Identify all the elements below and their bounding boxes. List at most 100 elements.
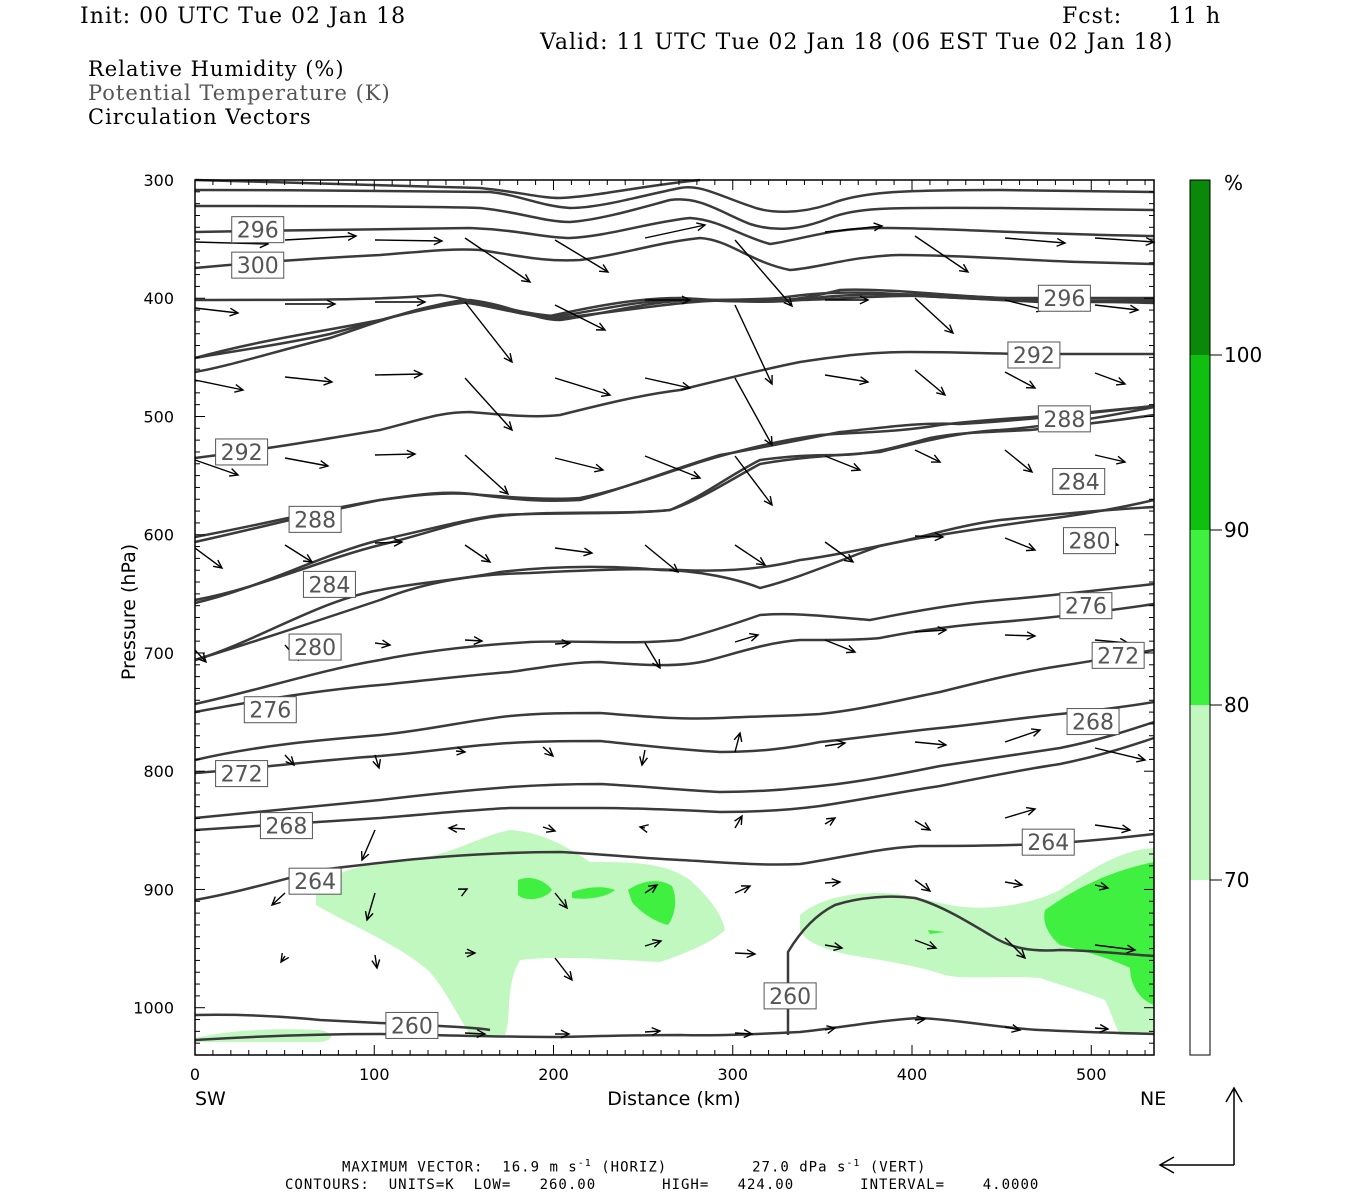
circulation-vector: [1004, 237, 1067, 247]
circulation-vector: [914, 820, 932, 831]
circulation-vector: [464, 301, 513, 364]
theta-label-box: 280: [288, 633, 342, 661]
theta-label-box: 292: [1007, 341, 1061, 369]
theta-label-box: 292: [215, 438, 269, 466]
circulation-vector: [914, 369, 947, 397]
circulation-vector: [644, 1026, 662, 1037]
horiz-tag: (HORIZ): [601, 1159, 668, 1176]
theta-label-text: 276: [1065, 595, 1107, 620]
colorbar-label-70: 70: [1224, 868, 1249, 892]
colorbar-label-90: 90: [1224, 518, 1249, 542]
circulation-vector: [1004, 1024, 1022, 1033]
circulation-vector: [1094, 824, 1132, 834]
circulation-vector: [824, 739, 847, 749]
circulation-vector: [645, 295, 692, 305]
theta-label-text: 268: [265, 815, 307, 840]
circulation-vector: [464, 544, 492, 563]
circulation-vector: [372, 754, 382, 770]
circulation-vector: [457, 888, 469, 897]
theta-contour-labels: 300 296 292 288 284 280 276 272 268 264 260 260 296 2…: [215, 216, 1145, 1039]
circulation-vector: [914, 1015, 927, 1025]
x-tick-label: 400: [897, 1065, 928, 1084]
circulation-vector: [194, 459, 240, 477]
circulation-vector: [554, 892, 569, 910]
max-vector-horiz: 16.9 m s: [502, 1159, 578, 1176]
theta-label-text: 260: [769, 985, 811, 1010]
circulation-vector: [374, 236, 444, 246]
theta-label-text: 272: [221, 763, 263, 788]
theta-label-text: 264: [294, 870, 336, 895]
theta-label-text: 300: [237, 254, 279, 279]
forecast-label: Fcst:: [1062, 4, 1123, 29]
circulation-vector: [464, 377, 514, 432]
circulation-vector: [644, 544, 680, 574]
circulation-vector: [542, 746, 555, 758]
circulation-vector: [734, 1029, 754, 1039]
reference-vector-icon: [1158, 1086, 1243, 1174]
circulation-vector: [447, 823, 466, 834]
circulation-vector: [824, 1025, 837, 1034]
colorbar-band-90: [1190, 355, 1210, 530]
circulation-vector: [364, 892, 376, 922]
circulation-vector: [914, 297, 955, 335]
y-tick-label: 900: [143, 880, 174, 899]
circulation-vector: [374, 369, 424, 379]
max-vector-label: MAXIMUM VECTOR:: [342, 1159, 484, 1176]
theta-label-text: 268: [1072, 711, 1114, 736]
circulation-vector: [734, 377, 773, 447]
circulation-vector: [1004, 371, 1037, 389]
x-tick-label: 200: [538, 1065, 569, 1084]
circulation-vector: [554, 239, 610, 273]
circulation-vector: [194, 547, 224, 569]
circulation-vector: [914, 235, 970, 273]
circulation-vector: [734, 885, 752, 894]
y-tick-label: 300: [143, 171, 174, 190]
theta-label-text: 276: [249, 699, 291, 724]
theta-contours: [194, 178, 1155, 1042]
circulation-vector: [644, 222, 707, 239]
circulation-vector: [374, 639, 392, 649]
theta-label-text: 296: [1043, 287, 1085, 312]
circulation-vector: [734, 239, 794, 308]
circulation-vector: [284, 376, 334, 386]
theta-label-box: 272: [215, 760, 269, 788]
colorbar-label-80: 80: [1224, 693, 1249, 717]
theta-label-box: 288: [288, 505, 342, 533]
circulation-vector: [464, 636, 484, 646]
circulation-vector: [554, 638, 572, 649]
circulation-vector: [464, 237, 532, 283]
circulation-vector: [824, 374, 870, 386]
circulation-vector: [824, 639, 857, 654]
circulation-vector: [194, 649, 208, 664]
circulation-vectors: [194, 222, 1156, 1039]
forecast-hour: 11 h: [1168, 4, 1222, 29]
circulation-vector: [825, 295, 870, 305]
colorbar-band-100: [1190, 180, 1210, 355]
circulation-vector: [1004, 937, 1027, 960]
theta-label-box: 260: [385, 1011, 439, 1039]
circulation-vector: [285, 299, 337, 309]
circulation-vector: [1094, 454, 1127, 465]
y-tick-label: 500: [143, 407, 174, 426]
circulation-vector: [824, 222, 884, 233]
circulation-vector: [554, 457, 605, 473]
theta-label-box: 296: [1037, 284, 1091, 312]
theta-label-box: 260: [763, 982, 817, 1010]
y-tick-label: 700: [143, 644, 174, 663]
circulation-vector: [914, 939, 938, 950]
colorbar-band-70: [1190, 705, 1210, 880]
circulation-vector: [1004, 879, 1024, 889]
theta-label-text: 296: [237, 219, 279, 244]
circulation-vector: [542, 824, 557, 833]
legend-theta: Potential Temperature (K): [88, 81, 391, 105]
theta-label-text: 272: [1097, 644, 1139, 669]
circulation-vector: [1094, 236, 1156, 247]
circulation-vector: [914, 532, 945, 542]
x-tick-label: 100: [359, 1065, 390, 1084]
valid-time: Valid: 11 UTC Tue 02 Jan 18 (06 EST Tue …: [540, 30, 1174, 55]
vert-tag: (VERT): [869, 1159, 927, 1176]
circulation-vector: [375, 297, 427, 307]
circulation-vector: [639, 749, 648, 767]
colorbar-unit: %: [1224, 171, 1243, 195]
